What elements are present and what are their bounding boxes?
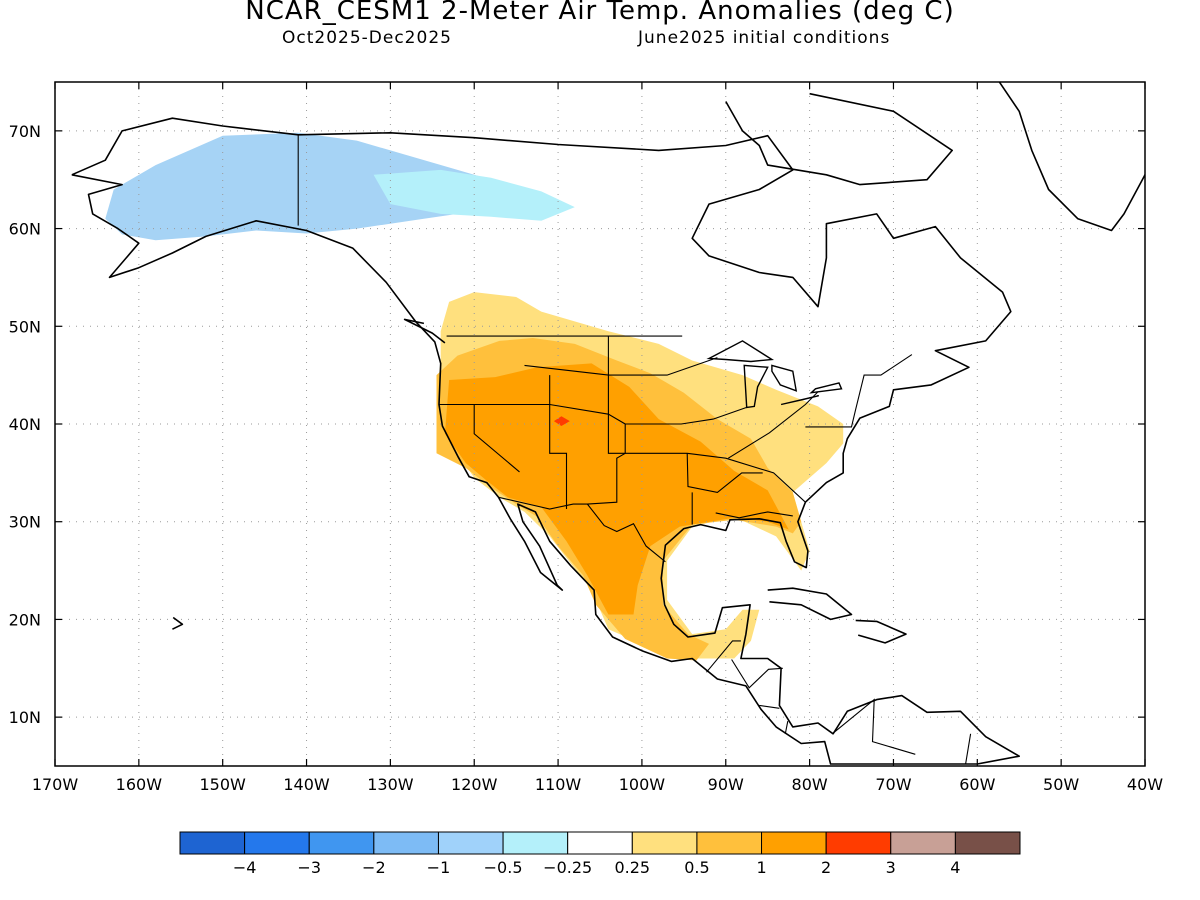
lon-tick-label: 150W bbox=[200, 775, 247, 794]
colorbar-label: −0.25 bbox=[543, 858, 592, 877]
anomaly-region bbox=[105, 132, 508, 241]
political-border bbox=[607, 336, 806, 503]
political-border bbox=[706, 640, 741, 673]
coastline bbox=[172, 616, 184, 630]
colorbar-bin bbox=[373, 831, 439, 855]
coastline bbox=[855, 619, 907, 644]
colorbar-bin bbox=[567, 831, 633, 855]
lon-tick-label: 170W bbox=[32, 775, 79, 794]
political-border bbox=[759, 704, 780, 709]
map-axes: 70N 60N 50N 40N 30N 20N 10N 170W 160W 150W 140W 130… bbox=[9, 82, 1163, 794]
great-lake bbox=[771, 364, 798, 392]
coastline bbox=[998, 82, 1145, 232]
forecast-period: Oct2025-Dec2025 bbox=[282, 28, 452, 48]
political-border bbox=[715, 511, 793, 519]
coastline bbox=[725, 92, 954, 186]
colorbar-bin bbox=[502, 831, 569, 855]
great-lake bbox=[706, 340, 775, 363]
colorbar-label: 0.5 bbox=[684, 858, 709, 877]
initial-conditions: June2025 initial conditions bbox=[638, 28, 891, 48]
political-border bbox=[784, 720, 789, 734]
lon-tick-label: 70W bbox=[875, 775, 911, 794]
map-plot-area bbox=[55, 82, 1145, 766]
colorbar-label: −4 bbox=[233, 858, 257, 877]
lon-tick-label: 110W bbox=[535, 775, 582, 794]
colorbar-bin bbox=[825, 831, 892, 855]
coastline bbox=[71, 117, 1021, 765]
lon-tick-label: 50W bbox=[1043, 775, 1079, 794]
colorbar-label: 0.25 bbox=[614, 858, 650, 877]
colorbar-bin bbox=[631, 831, 698, 855]
colorbar-bin bbox=[308, 831, 375, 855]
colorbar-label: −1 bbox=[427, 858, 451, 877]
lon-tick-label: 100W bbox=[619, 775, 666, 794]
figure-title: NCAR_CESM1 2-Meter Air Temp. Anomalies (… bbox=[245, 0, 955, 26]
lon-tick-label: 120W bbox=[451, 775, 498, 794]
lat-tick-label: 70N bbox=[9, 122, 41, 141]
colorbar-label: 2 bbox=[821, 858, 831, 877]
lat-tick-label: 60N bbox=[9, 220, 41, 239]
lon-tick-label: 140W bbox=[283, 775, 330, 794]
great-lake bbox=[743, 364, 769, 409]
colorbar-label: −2 bbox=[362, 858, 386, 877]
political-border bbox=[439, 403, 626, 505]
lat-tick-label: 50N bbox=[9, 317, 41, 336]
coastline bbox=[767, 587, 853, 621]
colorbar-bin bbox=[244, 831, 310, 855]
colorbar-bin bbox=[761, 831, 827, 855]
anomaly-region bbox=[373, 169, 575, 221]
colorbar-bin bbox=[437, 831, 504, 855]
lat-tick-label: 20N bbox=[9, 610, 41, 629]
political-border bbox=[625, 406, 747, 425]
colorbar-bin bbox=[890, 831, 956, 855]
lon-tick-label: 80W bbox=[792, 775, 828, 794]
political-border bbox=[831, 698, 916, 755]
lat-tick-label: 30N bbox=[9, 513, 41, 532]
lat-tick-label: 40N bbox=[9, 415, 41, 434]
lat-tick-label: 10N bbox=[9, 708, 41, 727]
colorbar-label: 4 bbox=[950, 858, 960, 877]
political-border bbox=[686, 453, 763, 493]
colorbar-bin bbox=[179, 831, 246, 855]
political-border bbox=[805, 354, 913, 428]
political-border bbox=[549, 375, 568, 509]
lon-tick-label: 160W bbox=[116, 775, 163, 794]
great-lake bbox=[780, 395, 819, 406]
political-border bbox=[731, 659, 783, 689]
lon-tick-label: 90W bbox=[708, 775, 744, 794]
colorbar-label: −0.5 bbox=[484, 858, 523, 877]
coastline bbox=[403, 318, 446, 344]
colorbar-label: 3 bbox=[886, 858, 896, 877]
political-border bbox=[965, 733, 972, 765]
political-border bbox=[473, 404, 520, 473]
lon-tick-label: 60W bbox=[959, 775, 995, 794]
colorbar-label: 1 bbox=[756, 858, 766, 877]
political-border bbox=[498, 496, 666, 563]
lon-tick-label: 130W bbox=[367, 775, 414, 794]
political-border bbox=[728, 391, 819, 459]
colorbar-label: −3 bbox=[297, 858, 321, 877]
colorbar: −4 −3 −2 −1 −0.5 −0.25 0.25 0.5 1 2 3 4 bbox=[179, 831, 1021, 877]
lon-tick-label: 40W bbox=[1127, 775, 1163, 794]
great-lake bbox=[809, 382, 843, 394]
political-border bbox=[524, 357, 718, 376]
colorbar-bin bbox=[954, 831, 1021, 855]
colorbar-bin bbox=[696, 831, 763, 855]
